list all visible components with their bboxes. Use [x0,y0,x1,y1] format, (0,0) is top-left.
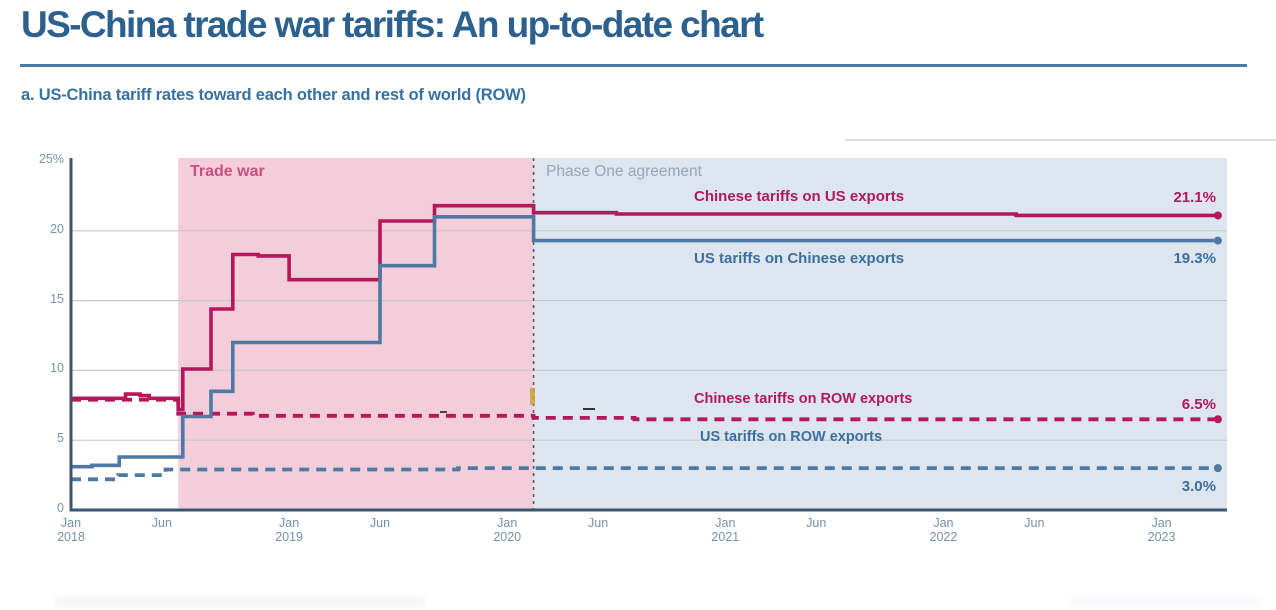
x-tick-label-jun: Jun [151,516,172,530]
series-end-dot [1213,415,1222,424]
end-value-chinese-tariffs-on-us-exports: 21.1% [1173,189,1216,206]
compression-artifact [583,408,595,410]
series-label-us-tariffs-on-row-exports: US tariffs on ROW exports [700,429,883,445]
page-title: US-China trade war tariffs: An up-to-dat… [21,4,764,45]
y-tick-label-10: 10 [50,361,64,376]
series-line-us-tariffs-on-chinese-exports [71,215,1218,469]
panel-subtitle: a. US-China tariff rates toward each oth… [21,86,526,104]
series-label-us-tariffs-on-chinese-exports: US tariffs on Chinese exports [694,250,905,267]
compression-artifact [530,388,535,405]
title-divider [20,64,1247,67]
phase-one-region [533,158,1227,510]
x-tick-label-jun: Jun [369,516,391,530]
faint-line-artifact [845,139,1276,141]
y-tick-label-25pct: 25% [38,152,64,166]
series-line-chinese-tariffs-on-row-exports [71,397,1218,422]
x-tick-label-jun: Jun [1024,516,1045,530]
end-value-us-tariffs-on-chinese-exports: 19.3% [1173,250,1216,267]
x-tick-label-jan-2018: Jan 2018 [57,516,85,544]
x-tick-label-jan-2021: Jan 2021 [711,516,740,544]
x-tick-label-jun: Jun [806,516,827,530]
cropped-footer-text-left [55,596,425,608]
x-tick-label-jun: Jun [588,516,609,530]
x-tick-label-jan-2022: Jan 2022 [929,516,958,544]
end-value-us-tariffs-on-row-exports: 3.0% [1181,478,1216,495]
cropped-footer-text-right [1070,598,1260,608]
y-tick-label-20: 20 [50,221,64,236]
y-tick-label-0: 0 [57,501,64,515]
series-end-dot [1213,236,1222,245]
x-tick-label-jan-2019: Jan 2019 [275,516,304,544]
trade-war-region [178,158,534,510]
y-tick-label-5: 5 [57,431,64,446]
series-label-chinese-tariffs-on-row-exports: Chinese tariffs on ROW exports [694,391,913,407]
compression-artifact [440,411,447,413]
x-tick-label-jan-2020: Jan 2020 [493,516,522,544]
series-label-chinese-tariffs-on-us-exports: Chinese tariffs on US exports [694,188,905,205]
y-tick-label-15: 15 [50,291,64,306]
x-tick-label-jan-2023: Jan 2023 [1147,516,1176,544]
end-value-chinese-tariffs-on-row-exports: 6.5% [1181,396,1216,413]
series-line-chinese-tariffs-on-us-exports [71,203,1218,412]
series-end-dot [1213,464,1222,473]
trade-war-region-label: Trade war [190,163,265,180]
series-end-dot [1213,211,1222,220]
phase-one-region-label: Phase One agreement [546,163,702,180]
series-line-us-tariffs-on-row-exports [71,466,1218,482]
